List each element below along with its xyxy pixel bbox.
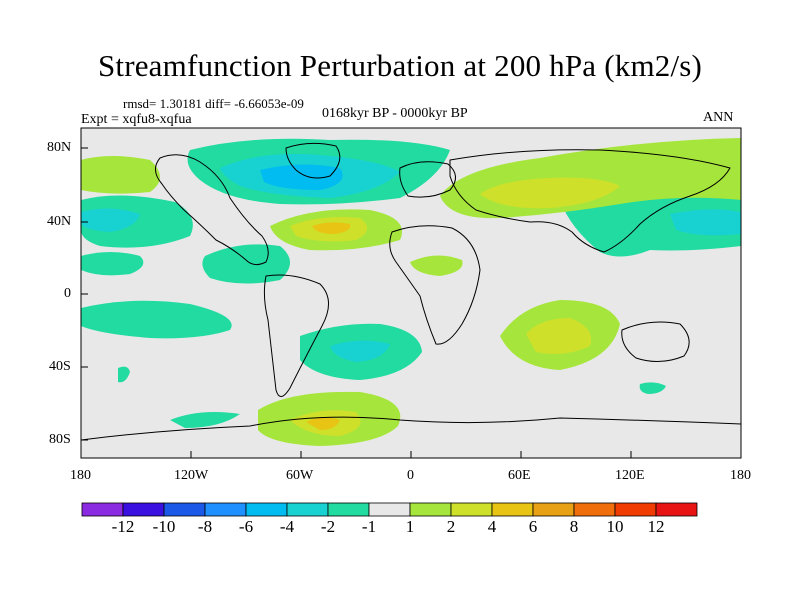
colorbar-label: -6 [238,517,254,536]
colorbar-label: 8 [569,517,579,536]
colorbar-swatch [450,502,493,517]
contour-minus1-far-south [639,382,666,394]
coastlines [81,142,741,441]
contour-plus1-arctic-east [660,144,741,169]
lon-label-60e: 60E [508,468,531,483]
colorbar-swatch [532,502,575,517]
lon-label-60w: 60W [286,468,314,483]
figure-title: Streamfunction Perturbation at 200 hPa (… [97,48,703,83]
lon-label-180-right: 180 [730,468,751,483]
colorbar-label: 2 [446,517,456,536]
contour-minus4-north-atlantic [260,164,343,190]
colorbar-swatch [409,502,452,517]
colorbar-swatch [245,502,288,517]
stats-text: rmsd= 1.30181 diff= -6.66053e-09 [123,96,304,111]
contour-plus2-asia [480,177,620,209]
colorbar-label: 6 [528,517,538,536]
colorbar-swatch [286,502,329,517]
lon-label-120w: 120W [174,468,209,483]
colorbar-label: -4 [279,517,295,536]
coast-antarctica [81,416,741,441]
contour-minus2-asia [670,209,741,236]
coast-north-america [155,154,269,266]
lat-label-40s: 40S [49,359,71,374]
contour-minus2-north-pacific [81,208,140,232]
colorbar-swatch [81,502,124,517]
colorbar-label: 4 [487,517,497,536]
contour-minus1-antarctic [170,412,240,428]
coast-africa [389,225,481,345]
colorbar-label: -1 [361,517,377,536]
contour-plus4 [306,222,351,430]
contour-minus1-islands [118,366,130,383]
lon-label-0: 0 [407,468,414,483]
contour-plus1-arctic-west [81,156,160,194]
colorbar-swatch [573,502,616,517]
contour-minus1-south-pacific [81,300,232,339]
lon-label-180-left: 180 [70,468,91,483]
season-label: ANN [703,110,734,125]
colorbar-swatch [655,502,698,517]
lat-label-80n: 80N [47,140,72,155]
lat-label-80s: 80S [49,432,71,447]
coast-australia [621,321,690,362]
lon-label-120e: 120E [615,468,645,483]
contour-plus1-africa [410,255,463,276]
colorbar-label: 12 [647,517,665,536]
coast-south-america [263,274,329,397]
colorbar-swatch [163,502,206,517]
colorbar-swatch [368,502,411,517]
contour-plus2-indian-ocean [526,318,592,354]
lat-label-40n: 40N [47,214,72,229]
colorbar-label: 10 [606,517,624,536]
coast-greenland [285,142,341,179]
colorbar-swatch [122,502,165,517]
contour-plus4-mid-atlantic [312,222,351,234]
coast-asia [449,149,731,253]
map-ticks [81,147,632,458]
experiment-label: Expt = xqfu8-xqfua [81,112,192,127]
colorbar-label: -8 [197,517,213,536]
colorbar-label: -12 [111,517,135,536]
colorbar-label: 1 [405,517,415,536]
contour-minus1-pacific-tropics [81,252,144,276]
colorbar-label: -2 [320,517,336,536]
colorbar-swatch [327,502,370,517]
contour-minus2-south-atlantic [330,340,390,362]
colorbar-swatch [491,502,534,517]
lat-label-0: 0 [64,286,71,301]
colorbar-swatch [204,502,247,517]
contour-minus4 [260,164,343,190]
period-label: 0168kyr BP - 0000kyr BP [322,106,468,121]
colorbar-swatch [614,502,657,517]
contour-plus4-southern-ocean [306,417,340,430]
colorbar [81,502,698,517]
colorbar-label: -10 [152,517,176,536]
coast-europe [399,161,456,198]
